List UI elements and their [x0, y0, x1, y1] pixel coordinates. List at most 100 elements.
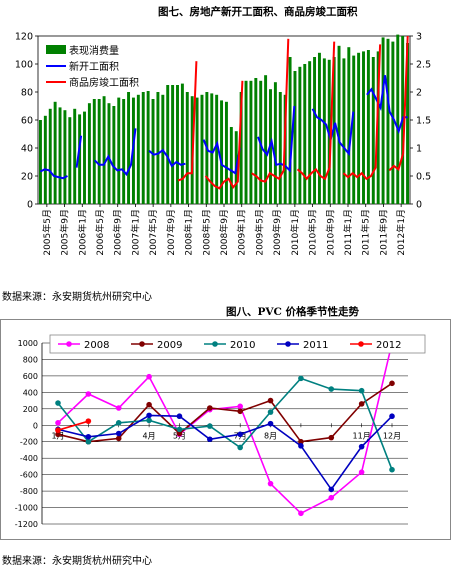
bar	[83, 111, 86, 204]
bar	[254, 78, 258, 204]
bar	[166, 85, 170, 204]
series-point-2009	[298, 438, 304, 445]
legend-label: 表现消费量	[69, 44, 119, 57]
series-point-2011	[358, 443, 365, 450]
y-tick-label: -400	[20, 454, 38, 463]
y2-tick-label: 2	[416, 88, 422, 99]
y-tick-label: -600	[20, 471, 38, 480]
series-point-2011	[207, 436, 213, 443]
x-tick-label: 2007年9月	[165, 209, 177, 256]
bar	[112, 106, 116, 204]
series-point-2010	[358, 387, 365, 394]
bar	[215, 94, 219, 204]
bar	[376, 51, 380, 205]
y-tick-label: 0	[33, 421, 38, 430]
series-point-2010	[237, 444, 243, 451]
series-point-2010	[85, 438, 92, 445]
x-tick-label: 8月	[264, 431, 277, 440]
bar	[127, 92, 131, 204]
bar	[117, 97, 121, 204]
legend-label: 2008	[84, 340, 109, 351]
series-new-start-line	[39, 75, 408, 180]
bar	[73, 108, 77, 204]
series-line-2009	[57, 382, 393, 443]
bar	[264, 75, 268, 204]
x-tick-label: 2011年1月	[342, 209, 354, 256]
y2-tick-label: 0.5	[416, 172, 431, 183]
series-point-2012	[85, 418, 92, 424]
series-point-2008	[85, 391, 92, 397]
bar	[303, 64, 307, 204]
series-point-2009	[358, 401, 365, 407]
series-point-2009	[328, 434, 335, 441]
x-tick-label: 2009年1月	[236, 209, 248, 256]
bar	[239, 92, 243, 204]
bar	[78, 114, 82, 204]
y-tick-label: 200	[23, 405, 38, 414]
y-tick-label: 120	[15, 32, 33, 43]
legend-marker	[358, 341, 364, 347]
fig8-chart: 1000 800 600 400 200 0 -200 -400 -600 -800 -1000 -1…	[0, 319, 451, 540]
x-tick-label: 2010年1月	[289, 209, 301, 256]
x-tick-label: 11月	[353, 431, 371, 440]
series-point-2010	[207, 423, 213, 429]
legend-label: 商品房竣工面积	[69, 76, 139, 89]
x-tick-label: 2011年9月	[377, 209, 389, 256]
bar	[53, 101, 57, 204]
x-tick-label: 2011年5月	[360, 209, 372, 256]
bar	[68, 117, 72, 204]
series-point-2008	[55, 420, 61, 426]
bar	[151, 99, 155, 204]
series-point-2008	[115, 405, 122, 411]
x-tick-label: 2007年1月	[129, 209, 141, 256]
legend-marker	[285, 341, 291, 347]
legend-swatch	[46, 45, 66, 54]
series-point-2010	[55, 400, 61, 406]
series-point-2011	[237, 431, 243, 438]
series-point-2009	[146, 401, 152, 408]
bar	[362, 51, 365, 205]
bar	[337, 45, 341, 204]
bar	[136, 94, 140, 204]
y-tick-label: -200	[20, 438, 38, 447]
y2-tick-label: 3	[416, 32, 422, 43]
series-point-2011	[328, 486, 335, 493]
series-line-2011	[57, 414, 393, 491]
y-tick-label: 400	[23, 388, 38, 397]
bar	[224, 101, 228, 204]
series-point-2008	[358, 469, 365, 475]
series-point-2009	[207, 405, 213, 411]
bar	[122, 99, 126, 204]
bar	[357, 52, 361, 204]
series-point-2010	[267, 409, 274, 415]
bar	[58, 107, 62, 204]
legend-label: 2009	[157, 340, 182, 351]
y-tick-label: 600	[23, 372, 38, 381]
x-tick-label: 2009年9月	[271, 209, 283, 256]
bar	[293, 71, 297, 204]
x-tick-label: 2008年9月	[218, 209, 230, 256]
series-completed-line	[177, 35, 409, 190]
y-tick-label: -1200	[15, 520, 38, 529]
series-point-2008	[267, 480, 274, 487]
series-point-2008	[237, 403, 243, 410]
bar	[332, 57, 336, 204]
bar	[141, 92, 145, 204]
series-point-2010	[146, 417, 152, 424]
bar	[371, 57, 375, 204]
series-point-2008	[328, 494, 335, 501]
bar	[63, 110, 67, 204]
bar	[229, 127, 233, 204]
x-tick-label: 2008年1月	[183, 209, 195, 256]
series-point-2011	[146, 412, 152, 419]
y-tick-label: 40	[21, 144, 33, 155]
x-tick-label: 2010年5月	[307, 209, 319, 256]
series-point-2010	[115, 420, 122, 426]
legend-marker	[66, 341, 72, 347]
bar	[92, 99, 96, 204]
series-point-2009	[115, 435, 122, 442]
bar	[288, 57, 292, 204]
series-point-2008	[146, 373, 152, 380]
x-tick-label: 4月	[143, 431, 156, 440]
bar	[97, 99, 101, 204]
